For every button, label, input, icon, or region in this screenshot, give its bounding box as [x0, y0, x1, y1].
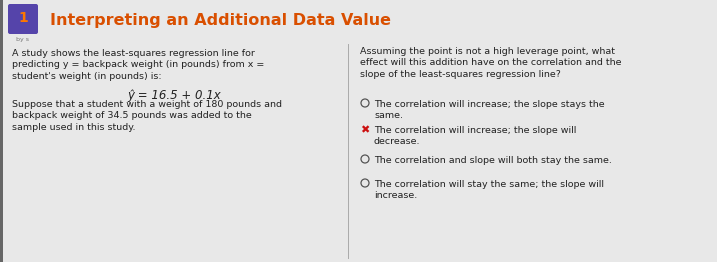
Text: ŷ = 16.5 + 0.1x: ŷ = 16.5 + 0.1x — [127, 89, 221, 102]
FancyBboxPatch shape — [8, 4, 38, 34]
Text: by s: by s — [16, 37, 29, 42]
Bar — [0, 42, 717, 262]
Text: Suppose that a student with a weight of 180 pounds and
backpack weight of 34.5 p: Suppose that a student with a weight of … — [12, 100, 282, 132]
Text: The correlation will increase; the slope will
decrease.: The correlation will increase; the slope… — [374, 126, 576, 146]
Text: ✖: ✖ — [360, 125, 369, 135]
Text: Interpreting an Additional Data Value: Interpreting an Additional Data Value — [50, 14, 391, 29]
Bar — [0, 0, 717, 42]
Bar — [0, 0, 3, 262]
Text: The correlation and slope will both stay the same.: The correlation and slope will both stay… — [374, 156, 612, 165]
Text: The correlation will stay the same; the slope will
increase.: The correlation will stay the same; the … — [374, 180, 604, 200]
Text: 1: 1 — [18, 11, 28, 25]
Text: Assuming the point is not a high leverage point, what
effect will this addition : Assuming the point is not a high leverag… — [360, 47, 622, 79]
Text: The correlation will increase; the slope stays the
same.: The correlation will increase; the slope… — [374, 100, 604, 120]
Text: A study shows the least-squares regression line for
predicting y = backpack weig: A study shows the least-squares regressi… — [12, 49, 265, 81]
